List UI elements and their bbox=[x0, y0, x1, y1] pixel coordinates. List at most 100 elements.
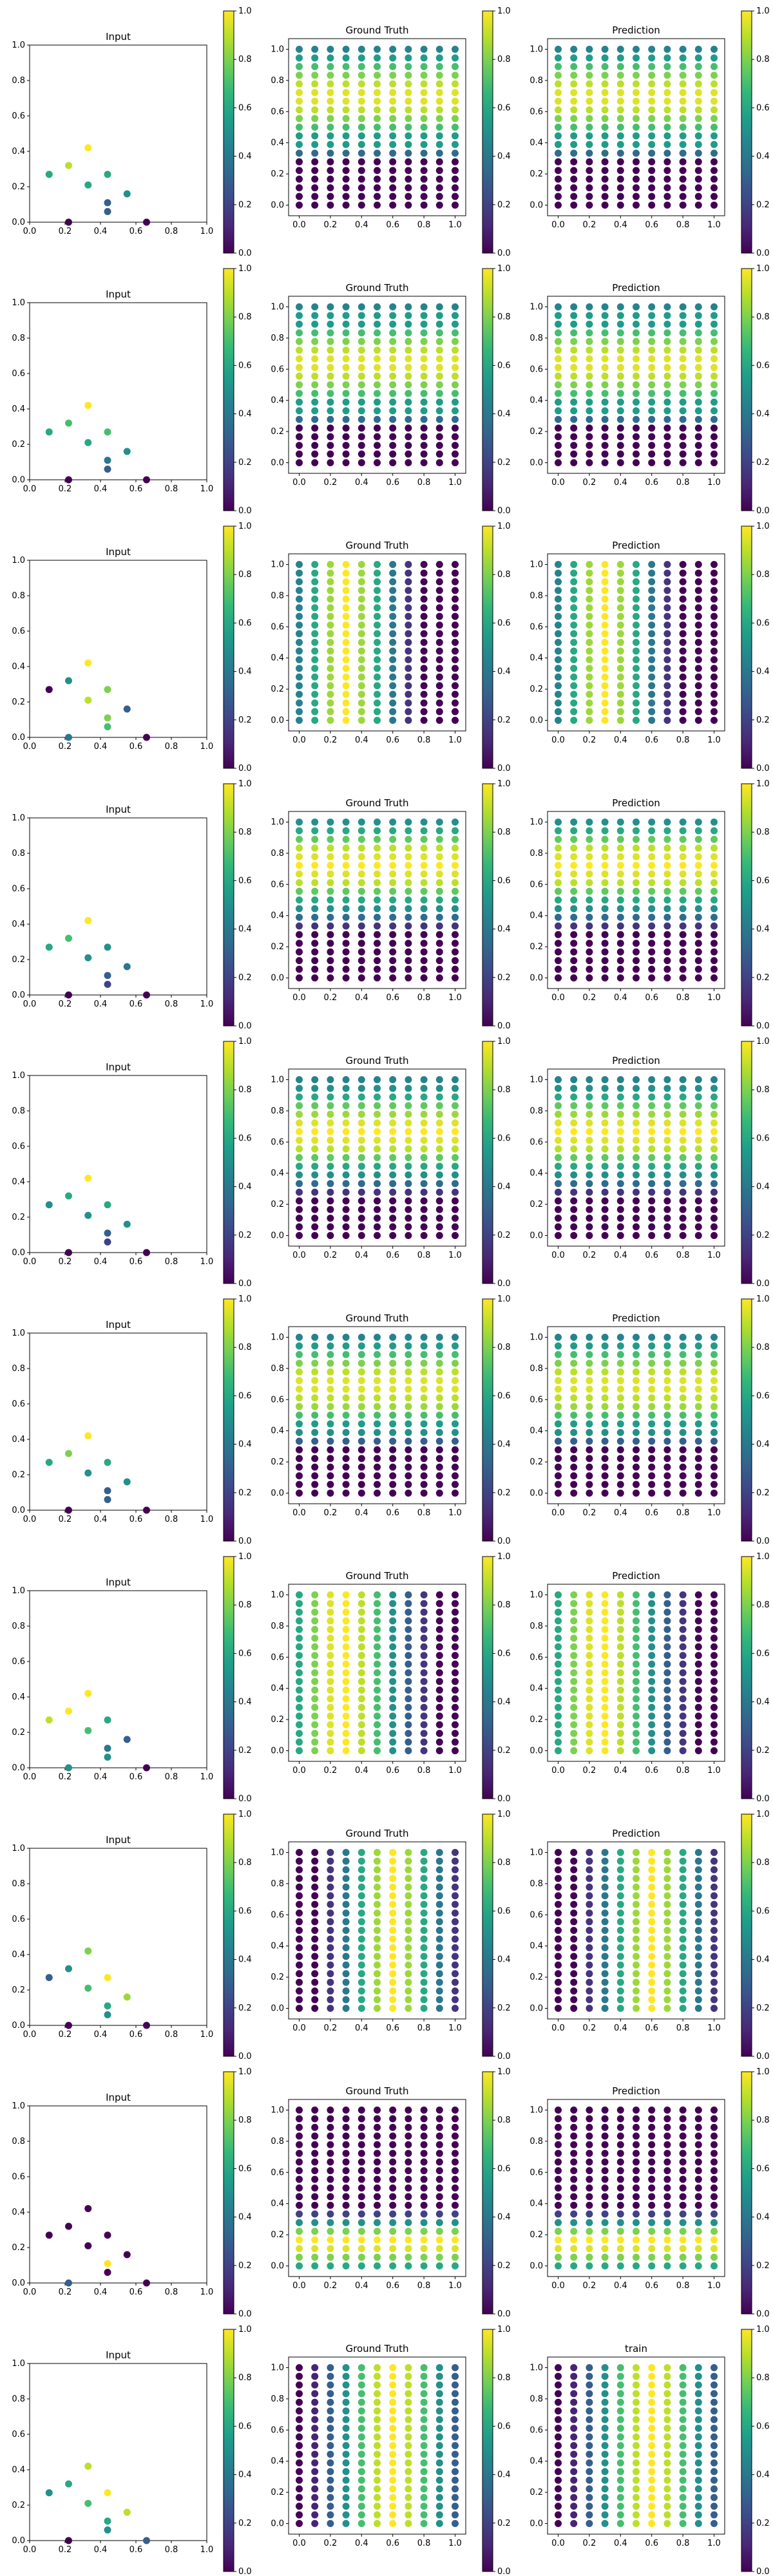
grid-point bbox=[374, 1686, 381, 1694]
grid-point bbox=[342, 71, 350, 79]
grid-point bbox=[420, 442, 428, 450]
grid-point bbox=[601, 2132, 609, 2140]
colorbar-tick-label: 0.2 bbox=[756, 1746, 770, 1756]
grid-point bbox=[616, 2167, 624, 2175]
grid-point bbox=[311, 1625, 319, 1633]
y-tick-label: 0.2 bbox=[530, 1200, 543, 1209]
grid-point bbox=[711, 381, 718, 388]
plot-frame bbox=[547, 553, 725, 732]
grid-point bbox=[694, 1695, 702, 1703]
grid-point bbox=[663, 1188, 671, 1196]
grid-point bbox=[296, 193, 303, 200]
grid-point bbox=[616, 2184, 624, 2192]
grid-point bbox=[405, 621, 412, 629]
grid-point bbox=[435, 149, 443, 157]
grid-point bbox=[389, 2184, 397, 2192]
grid-point bbox=[296, 690, 303, 698]
grid-point bbox=[342, 1368, 350, 1376]
grid-point bbox=[586, 1420, 593, 1428]
x-tick-label: 0.8 bbox=[417, 220, 431, 230]
colorbar-tick-label: 0.6 bbox=[238, 1391, 252, 1401]
grid-point bbox=[586, 1617, 593, 1625]
grid-point bbox=[296, 2150, 303, 2157]
grid-point bbox=[435, 1162, 443, 1170]
input-point bbox=[65, 677, 72, 685]
colorbar-tick-label: 0.6 bbox=[756, 2164, 770, 2174]
grid-point bbox=[311, 2005, 319, 2012]
grid-point bbox=[405, 62, 412, 70]
x-tick-label: 0.2 bbox=[324, 1766, 338, 1776]
y-tick-label: 0.6 bbox=[271, 880, 284, 889]
x-tick-label: 0.4 bbox=[355, 1251, 368, 1260]
colorbar-tick-label: 0.8 bbox=[756, 55, 770, 64]
grid-point bbox=[358, 1232, 365, 1239]
grid-point bbox=[311, 1197, 319, 1205]
grid-point bbox=[616, 1849, 624, 1856]
grid-point bbox=[405, 1154, 412, 1161]
grid-point bbox=[555, 1076, 562, 1083]
x-tick-label: 0.4 bbox=[355, 478, 368, 488]
grid-point bbox=[633, 355, 640, 363]
grid-point bbox=[616, 1403, 624, 1410]
grid-point bbox=[694, 827, 702, 835]
grid-point bbox=[711, 2201, 718, 2209]
grid-point bbox=[296, 1197, 303, 1205]
grid-point bbox=[435, 2167, 443, 2175]
colorbar-tick-label: 0.8 bbox=[238, 1085, 252, 1095]
grid-point bbox=[711, 1927, 718, 1934]
colorbar-tick-label: 1.0 bbox=[238, 1294, 252, 1304]
grid-point bbox=[616, 595, 624, 603]
grid-point bbox=[663, 835, 671, 843]
grid-point bbox=[452, 835, 459, 843]
grid-point bbox=[311, 97, 319, 105]
grid-point bbox=[555, 355, 562, 363]
grid-point bbox=[452, 1437, 459, 1445]
grid-point bbox=[405, 193, 412, 200]
grid-point bbox=[405, 459, 412, 466]
grid-point bbox=[311, 140, 319, 148]
grid-point bbox=[633, 1420, 640, 1428]
grid-point bbox=[555, 320, 562, 328]
grid-point bbox=[555, 887, 562, 895]
grid-point bbox=[633, 922, 640, 930]
y-tick-label: 1.0 bbox=[530, 1075, 543, 1085]
grid-point bbox=[342, 2228, 350, 2235]
grid-point bbox=[616, 699, 624, 707]
grid-point bbox=[663, 922, 671, 930]
y-tick-label: 0.0 bbox=[530, 1231, 543, 1241]
grid-point bbox=[420, 167, 428, 175]
grid-point bbox=[296, 612, 303, 620]
grid-point bbox=[663, 167, 671, 175]
grid-point bbox=[435, 612, 443, 620]
grid-point bbox=[586, 1866, 593, 1873]
y-tick-label: 1.0 bbox=[530, 303, 543, 312]
grid-point bbox=[711, 1747, 718, 1754]
grid-point bbox=[601, 587, 609, 594]
grid-point bbox=[694, 2123, 702, 2131]
grid-point bbox=[679, 587, 687, 594]
grid-point bbox=[586, 1334, 593, 1341]
grid-point bbox=[374, 1961, 381, 1969]
grid-point bbox=[327, 1600, 334, 1607]
grid-point bbox=[570, 835, 578, 843]
grid-point bbox=[327, 1180, 334, 1188]
input-point bbox=[84, 402, 92, 409]
grid-point bbox=[374, 1084, 381, 1092]
grid-point bbox=[570, 819, 578, 826]
colorbar-tick-label: 0.4 bbox=[238, 1955, 252, 1965]
grid-point bbox=[711, 1738, 718, 1746]
x-tick-label: 0.8 bbox=[676, 1508, 690, 1518]
grid-point bbox=[570, 1600, 578, 1607]
grid-point bbox=[311, 1437, 319, 1445]
grid-point bbox=[601, 2158, 609, 2166]
grid-point bbox=[311, 1350, 319, 1358]
grid-point bbox=[435, 690, 443, 698]
grid-point bbox=[435, 1600, 443, 1607]
grid-point bbox=[342, 2107, 350, 2114]
grid-point bbox=[679, 106, 687, 114]
grid-point bbox=[586, 1918, 593, 1926]
grid-point bbox=[389, 948, 397, 956]
grid-point bbox=[358, 948, 365, 956]
grid-point bbox=[555, 1342, 562, 1350]
grid-point bbox=[374, 569, 381, 577]
